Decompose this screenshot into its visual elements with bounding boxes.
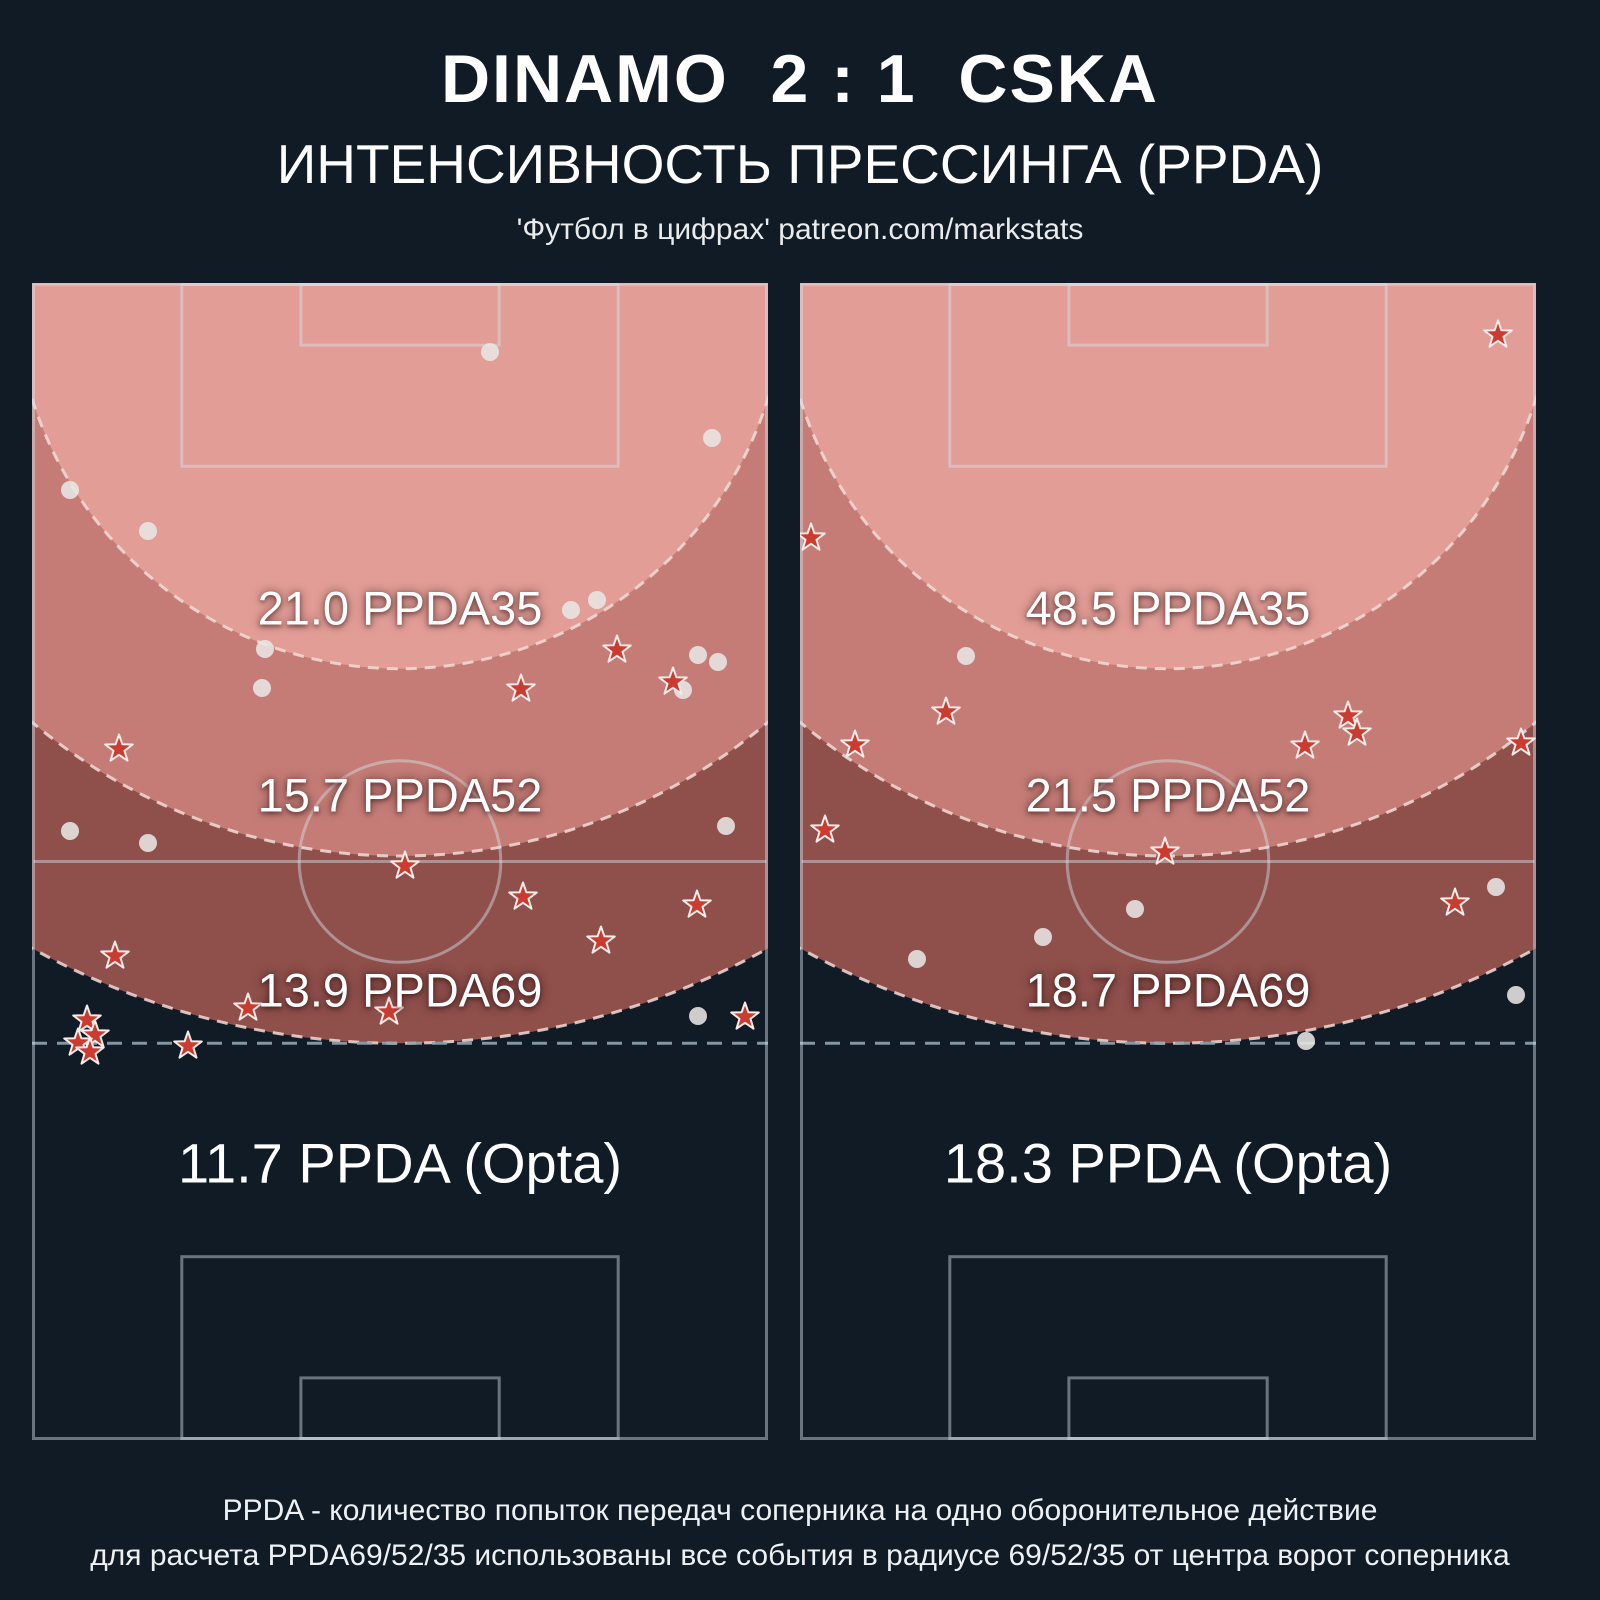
event-dot xyxy=(1507,986,1525,1004)
footnote-line2: для расчета PPDA69/52/35 использованы вс… xyxy=(90,1539,1510,1572)
event-dot xyxy=(61,481,79,499)
pitch-svg-dinamo xyxy=(32,283,768,1440)
ppda69-label-dinamo: 13.9 PPDA69 xyxy=(257,963,543,1017)
defensive-action-star xyxy=(1440,887,1470,916)
zone-52-border xyxy=(32,720,768,858)
defensive-action-star xyxy=(1150,836,1180,865)
zone-35-area xyxy=(32,283,768,669)
event-dot xyxy=(1034,928,1052,946)
defensive-action-star xyxy=(1333,700,1363,729)
penalty-area-top xyxy=(948,283,1388,468)
defensive-action-star xyxy=(75,1036,105,1065)
ppda-opta-label-cska: 18.3 PPDA (Opta) xyxy=(943,1131,1393,1195)
goal-area-bottom xyxy=(1067,1376,1269,1440)
event-dot xyxy=(1126,900,1144,918)
defensive-action-star xyxy=(586,925,616,954)
match-title: DINAMO 2 : 1 CSKA xyxy=(440,41,1160,117)
defensive-action-star xyxy=(800,522,826,551)
defensive-action-star xyxy=(233,992,263,1021)
defensive-action-star xyxy=(104,733,134,762)
defensive-action-star xyxy=(1483,319,1513,348)
ppda52-label-dinamo: 15.7 PPDA52 xyxy=(257,768,543,822)
pitch-svg-cska xyxy=(800,283,1536,1440)
event-dot xyxy=(253,679,271,697)
pitch-cska: 48.5 PPDA35 21.5 PPDA52 18.7 PPDA69 18.3… xyxy=(800,283,1536,1440)
pitch-outline xyxy=(800,283,1536,1440)
event-dot xyxy=(481,343,499,361)
center-circle xyxy=(1065,759,1271,964)
event-dot xyxy=(139,522,157,540)
ppda52-label-cska: 21.5 PPDA52 xyxy=(1025,768,1311,822)
defensive-action-star xyxy=(100,940,130,969)
event-dot xyxy=(957,647,975,665)
pitch-outline xyxy=(32,283,768,1440)
defensive-action-star xyxy=(840,729,870,758)
defensive-action-star xyxy=(1342,717,1372,746)
defensive-action-star xyxy=(508,881,538,910)
pitch-dinamo: 21.0 PPDA35 15.7 PPDA52 13.9 PPDA69 11.7… xyxy=(32,283,768,1440)
ppda35-label-dinamo: 21.0 PPDA35 xyxy=(257,581,543,635)
goal-area-top xyxy=(299,283,501,347)
defensive-action-star xyxy=(658,666,688,695)
defensive-action-star xyxy=(390,850,420,879)
event-dot xyxy=(717,817,735,835)
center-circle xyxy=(297,759,503,964)
goal-area-top xyxy=(1067,283,1269,347)
ppda69-label-cska: 18.7 PPDA69 xyxy=(1025,963,1311,1017)
defensive-action-star xyxy=(72,1004,102,1033)
ppda-opta-label-dinamo: 11.7 PPDA (Opta) xyxy=(177,1131,623,1195)
defensive-action-star xyxy=(730,1001,760,1030)
page-subtitle: ИНТЕНСИВНОСТЬ ПРЕССИНГА (PPDA) xyxy=(276,133,1324,195)
credit-line: 'Футбол в цифрах' patreon.com/markstats xyxy=(516,213,1084,246)
event-dot xyxy=(1487,878,1505,896)
zone-35-area xyxy=(800,283,1536,669)
event-dot xyxy=(139,834,157,852)
goal-area-bottom xyxy=(299,1376,501,1440)
event-dot xyxy=(588,591,606,609)
footnote: PPDA - количество попыток передач соперн… xyxy=(0,1488,1600,1578)
event-dot xyxy=(689,1007,707,1025)
penalty-area-bottom xyxy=(948,1255,1388,1440)
defensive-action-star xyxy=(1506,727,1536,756)
defensive-action-star xyxy=(682,889,712,918)
event-dot xyxy=(703,429,721,447)
defensive-action-star xyxy=(931,696,961,725)
event-dot xyxy=(562,601,580,619)
event-dot xyxy=(1297,1032,1315,1050)
defensive-action-star xyxy=(602,634,632,663)
event-dot xyxy=(689,646,707,664)
defensive-action-star xyxy=(506,673,536,702)
event-dot xyxy=(709,653,727,671)
penalty-area-bottom xyxy=(180,1255,620,1440)
defensive-action-star xyxy=(1290,730,1320,759)
event-dot xyxy=(908,950,926,968)
defensive-action-star xyxy=(810,814,840,843)
footnote-line1: PPDA - количество попыток передач соперн… xyxy=(222,1494,1378,1527)
ppda35-label-cska: 48.5 PPDA35 xyxy=(1025,581,1311,635)
defensive-action-star xyxy=(173,1030,203,1059)
event-dot xyxy=(61,822,79,840)
defensive-action-star xyxy=(374,996,404,1025)
penalty-area-top xyxy=(180,283,620,468)
defensive-action-star xyxy=(80,1019,110,1048)
event-dot xyxy=(256,640,274,658)
